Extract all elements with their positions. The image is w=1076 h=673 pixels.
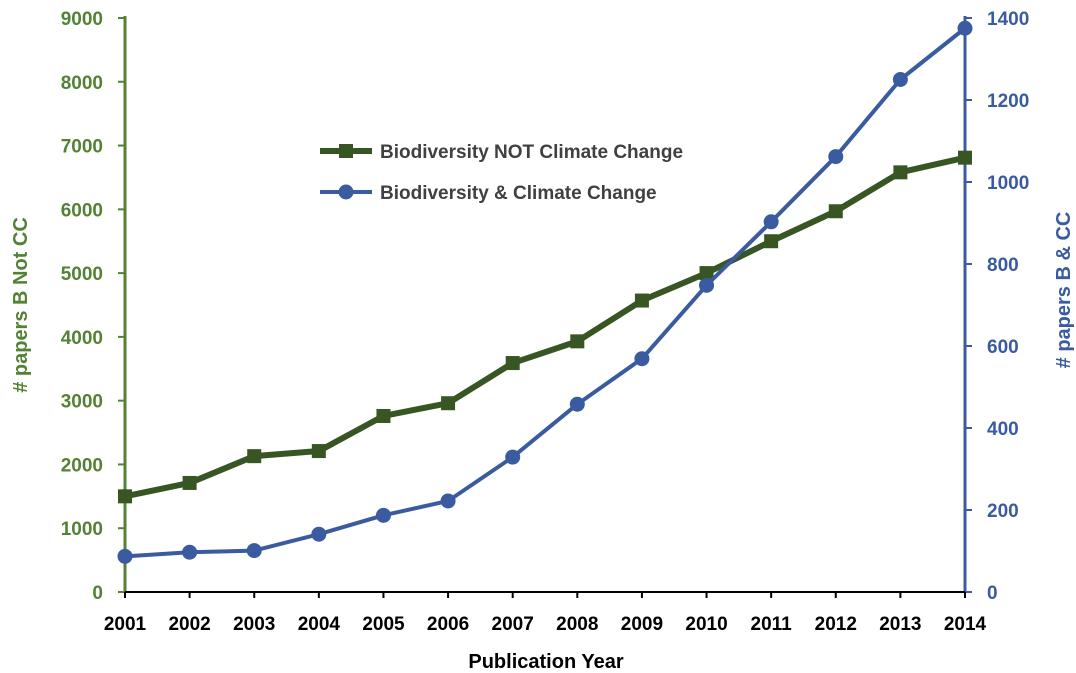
series-b-and-cc-point bbox=[182, 544, 198, 560]
right-y-tick-label: 200 bbox=[987, 501, 1019, 522]
series-b-not-cc-point bbox=[570, 334, 585, 349]
series-b-and-cc-point bbox=[763, 214, 779, 230]
x-tick-label: 2006 bbox=[427, 614, 469, 635]
series-b-not-cc-point bbox=[182, 475, 197, 490]
x-tick-label: 2002 bbox=[168, 614, 210, 635]
series-b-not-cc-line bbox=[124, 154, 966, 500]
left-y-tick-label: 9000 bbox=[61, 9, 103, 30]
series-b-not-cc-point bbox=[828, 204, 843, 219]
right-y-axis-label: # papers B & CC bbox=[1053, 212, 1075, 369]
series-b-not-cc-point bbox=[311, 444, 326, 459]
right-y-tick-label: 600 bbox=[987, 337, 1019, 358]
x-tick-label: 2010 bbox=[685, 614, 727, 635]
series-b-not-cc-point bbox=[505, 356, 520, 371]
series-b-and-cc-point bbox=[117, 548, 133, 564]
left-y-tick-label: 5000 bbox=[61, 264, 103, 285]
x-tick-label: 2012 bbox=[815, 614, 857, 635]
axes-group: 0100020003000400050006000700080009000020… bbox=[61, 9, 1030, 635]
series-b-and-cc-point bbox=[375, 507, 391, 523]
series-b-not-cc-point bbox=[699, 266, 714, 281]
x-tick-label: 2004 bbox=[298, 614, 341, 635]
x-tick-label: 2009 bbox=[621, 614, 663, 635]
left-y-tick-label: 3000 bbox=[61, 392, 103, 413]
x-tick-label: 2005 bbox=[362, 614, 405, 635]
series-b-and-cc-point bbox=[505, 449, 521, 465]
left-y-tick-label: 2000 bbox=[61, 455, 103, 476]
right-y-tick-label: 1400 bbox=[987, 9, 1029, 30]
series-b-and-cc-point bbox=[699, 277, 715, 293]
left-y-tick-label: 4000 bbox=[61, 328, 103, 349]
left-y-tick-label: 7000 bbox=[61, 137, 103, 158]
x-axis-label: Publication Year bbox=[468, 651, 623, 673]
left-y-tick-label: 6000 bbox=[61, 200, 103, 221]
series-group bbox=[117, 20, 973, 564]
legend-b-not-cc-marker bbox=[339, 144, 353, 158]
x-tick-label: 2003 bbox=[233, 614, 275, 635]
series-b-not-cc-point bbox=[376, 408, 391, 423]
x-tick-label: 2011 bbox=[751, 614, 793, 635]
series-b-and-cc-point bbox=[569, 396, 585, 412]
series-b-not-cc-point bbox=[958, 150, 972, 165]
series-b-not-cc-point bbox=[634, 293, 649, 308]
right-y-tick-label: 0 bbox=[987, 583, 998, 604]
left-y-axis-label: # papers B Not CC bbox=[10, 217, 32, 393]
legend-b-and-cc-label: Biodiversity & Climate Change bbox=[380, 183, 657, 204]
left-y-tick-label: 0 bbox=[92, 583, 103, 604]
series-b-and-cc-point bbox=[634, 351, 650, 367]
series-b-and-cc-point bbox=[957, 20, 973, 36]
right-y-tick-label: 800 bbox=[987, 255, 1019, 276]
legend-b-and-cc-marker bbox=[338, 184, 354, 200]
series-b-not-cc-point bbox=[893, 165, 908, 180]
series-b-and-cc-point bbox=[246, 543, 262, 559]
x-tick-label: 2007 bbox=[492, 614, 534, 635]
series-b-not-cc-point bbox=[118, 489, 132, 504]
series-b-not-cc-point bbox=[247, 449, 262, 464]
x-tick-label: 2008 bbox=[556, 614, 598, 635]
x-tick-label: 2013 bbox=[879, 614, 921, 635]
x-tick-label: 2014 bbox=[944, 614, 987, 635]
right-y-tick-label: 1000 bbox=[987, 173, 1029, 194]
legend: Biodiversity NOT Climate Change Biodivers… bbox=[320, 142, 683, 204]
x-tick-label: 2001 bbox=[104, 614, 147, 635]
legend-b-not-cc-label: Biodiversity NOT Climate Change bbox=[380, 142, 683, 163]
series-b-not-cc-point bbox=[764, 234, 779, 249]
series-b-and-cc-point bbox=[311, 526, 327, 542]
right-y-tick-label: 1200 bbox=[987, 91, 1029, 112]
series-b-and-cc-line bbox=[124, 26, 967, 559]
left-y-tick-label: 1000 bbox=[61, 519, 103, 540]
left-y-tick-label: 8000 bbox=[61, 73, 103, 94]
series-b-and-cc-point bbox=[440, 493, 456, 509]
series-b-not-cc-point bbox=[441, 396, 456, 411]
series-b-and-cc-point bbox=[892, 72, 908, 87]
series-b-and-cc-point bbox=[828, 149, 844, 165]
right-y-tick-label: 400 bbox=[987, 419, 1019, 440]
